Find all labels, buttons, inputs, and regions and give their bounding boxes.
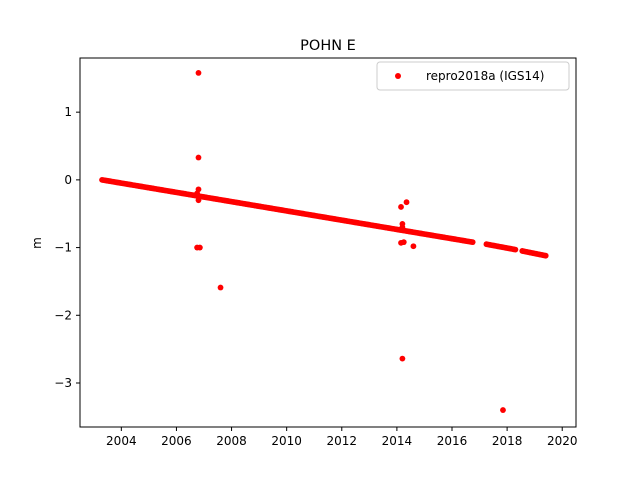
outlier-point — [500, 407, 506, 413]
x-tick-label: 2014 — [382, 434, 413, 448]
x-tick-label: 2016 — [437, 434, 468, 448]
y-tick-label: −2 — [54, 308, 72, 322]
x-tick-label: 2018 — [492, 434, 523, 448]
y-tick-label: −1 — [54, 241, 72, 255]
x-tick-label: 2012 — [327, 434, 358, 448]
outlier-point — [400, 239, 407, 246]
outlier-point — [399, 355, 406, 362]
x-tick-label: 2004 — [106, 434, 137, 448]
outlier-point — [195, 154, 202, 161]
legend-marker — [395, 73, 401, 79]
legend-label: repro2018a (IGS14) — [426, 69, 544, 83]
data-points-group — [99, 70, 549, 413]
trend-segment-2 — [519, 248, 549, 259]
outlier-point — [403, 199, 410, 206]
outlier-point — [217, 284, 224, 291]
data-point — [542, 252, 549, 259]
x-tick-label: 2008 — [216, 434, 247, 448]
trend-segment-0 — [99, 176, 476, 246]
outlier-point — [194, 190, 201, 197]
outlier-point — [410, 243, 417, 250]
y-tick-label: 0 — [64, 173, 72, 187]
outlier-point — [399, 224, 406, 231]
axes-group: 2004 2006 2008 2010 2012 2014 2016 2018 2020 1 0 −1… — [54, 57, 578, 448]
data-point — [512, 246, 519, 253]
data-point — [469, 239, 476, 246]
outlier-point — [195, 197, 202, 204]
y-axis-label: m — [30, 237, 44, 249]
x-tick-label: 2006 — [161, 434, 192, 448]
legend: repro2018a (IGS14) — [376, 61, 570, 91]
y-tick-label: −3 — [54, 376, 72, 390]
outlier-point — [196, 244, 203, 251]
chart-title: POHN E — [300, 38, 356, 54]
outlier-point — [398, 204, 404, 210]
x-tick-label: 2020 — [547, 434, 578, 448]
x-tick-label: 2010 — [271, 434, 302, 448]
trend-segment-1 — [483, 241, 519, 253]
y-tick-label: 1 — [64, 105, 72, 119]
legend-frame — [376, 61, 570, 91]
plot-frame — [79, 57, 577, 428]
outlier-point — [195, 70, 202, 76]
